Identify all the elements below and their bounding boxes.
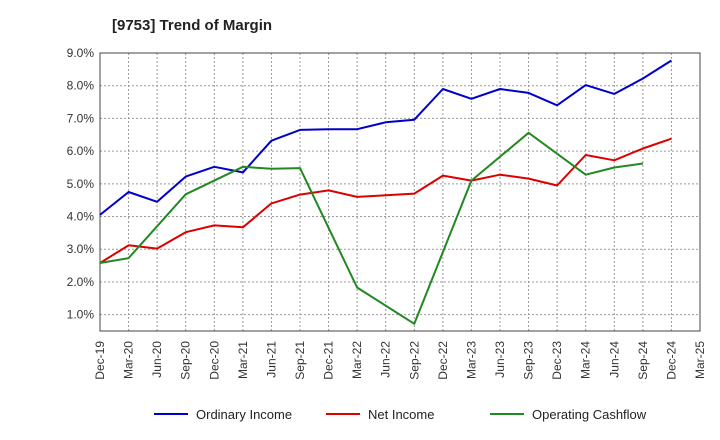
series-group <box>99 59 672 325</box>
x-tick-label: Mar-21 <box>236 341 250 379</box>
x-tick-label: Mar-24 <box>579 341 593 379</box>
x-tick-label: Jun-24 <box>607 341 621 378</box>
x-tick-label: Mar-25 <box>693 341 707 379</box>
series-line-net-income <box>99 137 672 264</box>
y-tick-label: 5.0% <box>67 177 95 191</box>
legend: Ordinary Income Net Income Operating Cashf… <box>154 407 647 422</box>
x-tick-label: Sep-22 <box>407 341 421 380</box>
x-tick-label: Dec-22 <box>436 341 450 380</box>
x-tick-label: Dec-23 <box>550 341 564 380</box>
x-tick-label: Sep-20 <box>179 341 193 380</box>
y-tick-label: 1.0% <box>67 308 95 322</box>
legend-label: Ordinary Income <box>196 407 292 422</box>
legend-label: Operating Cashflow <box>532 407 647 422</box>
x-tick-label: Dec-20 <box>207 341 221 380</box>
legend-label: Net Income <box>368 407 434 422</box>
x-tick-label: Jun-20 <box>150 341 164 378</box>
x-tick-label: Mar-23 <box>464 341 478 379</box>
x-tick-label: Dec-19 <box>93 341 107 380</box>
y-tick-label: 6.0% <box>67 144 95 158</box>
y-tick-label: 7.0% <box>67 111 95 125</box>
x-tick-label: Sep-23 <box>522 341 536 380</box>
chart-title: [9753] Trend of Margin <box>112 17 272 34</box>
series-line-operating-cashflow <box>99 131 644 325</box>
x-tick-label: Dec-24 <box>664 341 678 380</box>
plot-area-frame <box>99 52 701 332</box>
y-tick-label: 3.0% <box>67 242 95 256</box>
y-tick-label: 9.0% <box>67 46 95 60</box>
x-tick-label: Mar-20 <box>122 341 136 379</box>
x-tick-label: Sep-21 <box>293 341 307 380</box>
series-line-ordinary-income <box>99 59 672 216</box>
x-tick-label: Mar-22 <box>350 341 364 379</box>
x-tick-label: Jun-22 <box>379 341 393 378</box>
y-axis-ticks: 1.0% 2.0% 3.0% 4.0% 5.0% 6.0% 7.0% 8.0% 9.0% <box>67 46 95 322</box>
x-tick-label: Sep-24 <box>636 341 650 380</box>
x-axis-ticks: Dec-19 Mar-20 Jun-20 Sep-20 Dec-20 Mar-21 Jun-… <box>93 341 707 380</box>
y-tick-label: 2.0% <box>67 275 95 289</box>
x-tick-label: Jun-21 <box>264 341 278 378</box>
x-tick-label: Jun-23 <box>493 341 507 378</box>
y-tick-label: 4.0% <box>67 210 95 224</box>
y-tick-label: 8.0% <box>67 79 95 93</box>
x-tick-label: Dec-21 <box>322 341 336 380</box>
